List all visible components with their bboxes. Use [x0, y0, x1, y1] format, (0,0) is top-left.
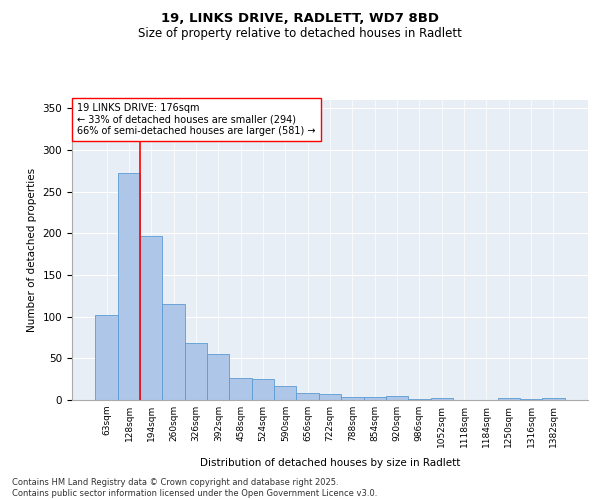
Bar — [185, 344, 207, 400]
Bar — [95, 315, 118, 400]
Bar — [542, 398, 565, 400]
Bar — [386, 396, 408, 400]
Text: Contains HM Land Registry data © Crown copyright and database right 2025.
Contai: Contains HM Land Registry data © Crown c… — [12, 478, 377, 498]
Y-axis label: Number of detached properties: Number of detached properties — [27, 168, 37, 332]
Bar — [341, 396, 364, 400]
Bar — [163, 304, 185, 400]
Bar — [296, 392, 319, 400]
Bar — [497, 398, 520, 400]
Bar — [229, 378, 252, 400]
Bar — [274, 386, 296, 400]
Text: 19, LINKS DRIVE, RADLETT, WD7 8BD: 19, LINKS DRIVE, RADLETT, WD7 8BD — [161, 12, 439, 26]
Bar — [207, 354, 229, 400]
Text: Distribution of detached houses by size in Radlett: Distribution of detached houses by size … — [200, 458, 460, 468]
Bar — [520, 399, 542, 400]
Bar — [364, 396, 386, 400]
Bar — [252, 379, 274, 400]
Text: 19 LINKS DRIVE: 176sqm
← 33% of detached houses are smaller (294)
66% of semi-de: 19 LINKS DRIVE: 176sqm ← 33% of detached… — [77, 103, 316, 136]
Bar — [408, 399, 431, 400]
Bar — [118, 174, 140, 400]
Bar — [140, 236, 163, 400]
Bar — [319, 394, 341, 400]
Text: Size of property relative to detached houses in Radlett: Size of property relative to detached ho… — [138, 28, 462, 40]
Bar — [431, 398, 453, 400]
